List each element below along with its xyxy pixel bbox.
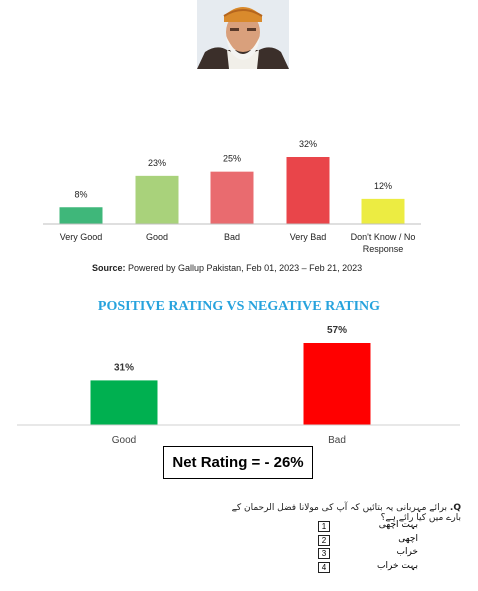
data-label: 8% [74,189,87,199]
chart-title: POSITIVE RATING VS NEGATIVE RATING [97,299,381,314]
data-label: 57% [327,325,347,336]
category-label: Bad [328,435,346,446]
data-label: 25% [223,154,241,164]
positive-negative-chart: 31% 57% Good Bad [17,325,460,446]
category-label: Bad [224,232,240,242]
option-label: بہت اچھی [378,520,418,530]
data-label: 23% [148,158,166,168]
data-label: 32% [299,139,317,149]
answer-option: 1 بہت اچھی [318,520,418,532]
bar [90,380,158,425]
category-label: Very Bad [290,232,327,242]
option-number-box: 2 [318,535,330,546]
net-rating-text: Net Rating = - 26% [172,454,304,471]
data-label: 31% [114,362,134,373]
category-label: Good [146,232,168,242]
category-label: Good [112,435,136,446]
bar [59,207,103,224]
category-label: Very Good [60,232,103,242]
data-label: 12% [374,181,392,191]
question-prefix: Q. [449,503,461,513]
answer-option: 3 خراب [318,547,418,559]
bar [135,175,179,224]
option-label: اچھی [398,534,418,544]
category-label: Don't Know / No [351,232,416,242]
answer-option: 4 بہت خراب [318,561,418,573]
portrait-photo [197,0,289,69]
option-number-box: 3 [318,548,330,559]
option-label: بہت خراب [377,561,418,571]
source-text: Powered by Gallup Pakistan, Feb 01, 2023… [125,263,363,273]
option-number-box: 1 [318,521,330,532]
source-label: Source: [92,263,126,273]
category-label: Response [363,244,404,254]
option-label: خراب [396,547,418,557]
option-number-box: 4 [318,562,330,573]
net-rating-box: Net Rating = - 26% [163,446,313,479]
bar [303,343,371,425]
bar [210,171,254,224]
rating-distribution-chart: 8% 23% 25% 32% 12% Very Good Good Bad Very Bad D… [43,139,421,254]
bar [286,157,330,224]
answer-option: 2 اچھی [318,534,418,546]
source-note: Source: Powered by Gallup Pakistan, Feb … [92,263,362,273]
question-text: برائے مہربانی یہ بتائیں کہ آپ کی مولانا … [231,503,461,523]
survey-question: Q. برائے مہربانی یہ بتائیں کہ آپ کی مولا… [226,503,461,523]
bar [361,198,405,224]
